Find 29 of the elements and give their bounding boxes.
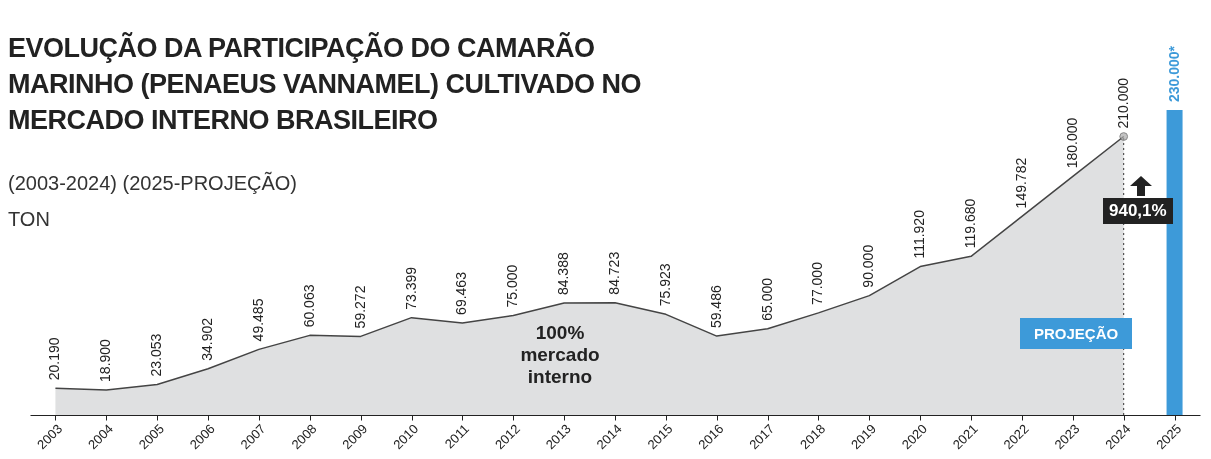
data-label: 34.902 [199, 317, 216, 361]
data-label: 18.900 [97, 338, 114, 382]
data-label: 69.463 [453, 271, 470, 315]
text: (2003-2024) (2025-PROJEÇÃO) [8, 172, 298, 195]
annotation: 940,1% [1103, 198, 1173, 224]
data-label: 230.000* [1165, 45, 1182, 102]
data-label: 20.190 [46, 337, 63, 381]
data-label: 84.388 [555, 252, 572, 296]
data-label: 84.723 [606, 251, 622, 295]
data-label: 59.272 [351, 285, 368, 329]
data-label: 73.399 [402, 266, 419, 310]
data-label: 149.782 [1012, 157, 1029, 209]
data-label: 65.000 [758, 277, 775, 321]
data-label: 49.485 [249, 298, 266, 342]
data-label: 77.000 [809, 261, 826, 305]
data-label: 119.680 [962, 198, 979, 249]
data-label: 75.923 [656, 263, 673, 307]
data-label: 59.486 [707, 285, 724, 329]
data-label: 210.000 [1114, 77, 1131, 129]
data-label: 23.053 [148, 333, 165, 377]
y-axis-title: TON [8, 208, 50, 231]
data-label: 60.063 [300, 284, 317, 328]
data-label: 75.000 [504, 264, 521, 308]
annotation: 100% mercado interno [519, 322, 601, 388]
data-label: 180.000 [1063, 117, 1080, 169]
annotation: PROJEÇÃO [1020, 318, 1133, 349]
data-label: 111.920 [911, 209, 928, 259]
chart-title: EVOLUÇÃO DA PARTICIPAÇÃO DO CAMARÃO MARINHO (PENAEUS VANNAMEL) CULTIVADO NO MERCADO INTERNO BRASILEIRO [8, 31, 642, 137]
data-label: 90.000 [860, 244, 877, 288]
